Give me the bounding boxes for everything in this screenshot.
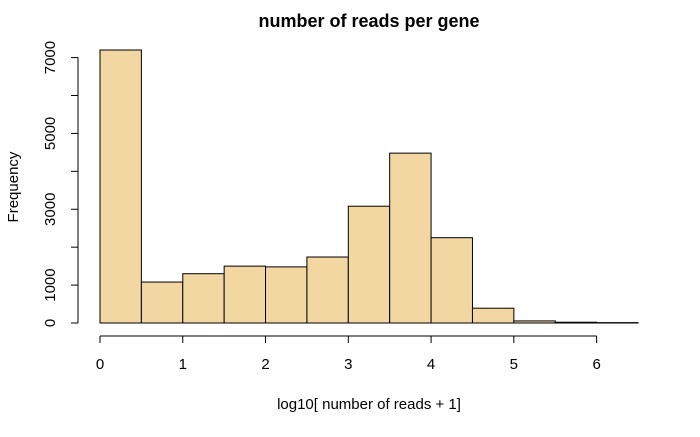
y-axis: 0 1000 3000 5000 7000 xyxy=(42,41,78,327)
histogram-bar xyxy=(183,274,224,323)
y-tick-label: 1000 xyxy=(42,268,59,301)
histogram-bar xyxy=(348,206,389,323)
y-tick-label: 0 xyxy=(42,319,59,327)
histogram-bar xyxy=(431,238,472,323)
histogram-bar xyxy=(472,308,513,323)
x-tick-label: 2 xyxy=(261,356,269,373)
x-tick-label: 1 xyxy=(179,356,187,373)
x-tick-label: 5 xyxy=(510,356,518,373)
chart-title: number of reads per gene xyxy=(258,11,479,31)
histogram-bar xyxy=(266,267,307,323)
x-tick-label: 6 xyxy=(592,356,600,373)
y-tick-label: 5000 xyxy=(42,117,59,150)
x-tick-label: 0 xyxy=(96,356,104,373)
x-axis-label: log10[ number of reads + 1] xyxy=(277,396,461,413)
bars-group xyxy=(100,50,638,323)
x-axis: 0 1 2 3 4 5 6 xyxy=(96,336,601,373)
histogram-bar xyxy=(390,153,431,323)
x-tick-label: 4 xyxy=(427,356,435,373)
y-tick-label: 7000 xyxy=(42,41,59,74)
x-tick-label: 3 xyxy=(344,356,352,373)
histogram-bar xyxy=(141,282,182,323)
histogram-bar xyxy=(514,321,555,323)
histogram-bar xyxy=(307,257,348,323)
y-tick-label: 3000 xyxy=(42,193,59,226)
histogram-bar xyxy=(555,322,596,323)
histogram-bar xyxy=(224,266,265,323)
y-axis-label: Frequency xyxy=(5,151,22,222)
histogram-bar xyxy=(100,50,141,323)
